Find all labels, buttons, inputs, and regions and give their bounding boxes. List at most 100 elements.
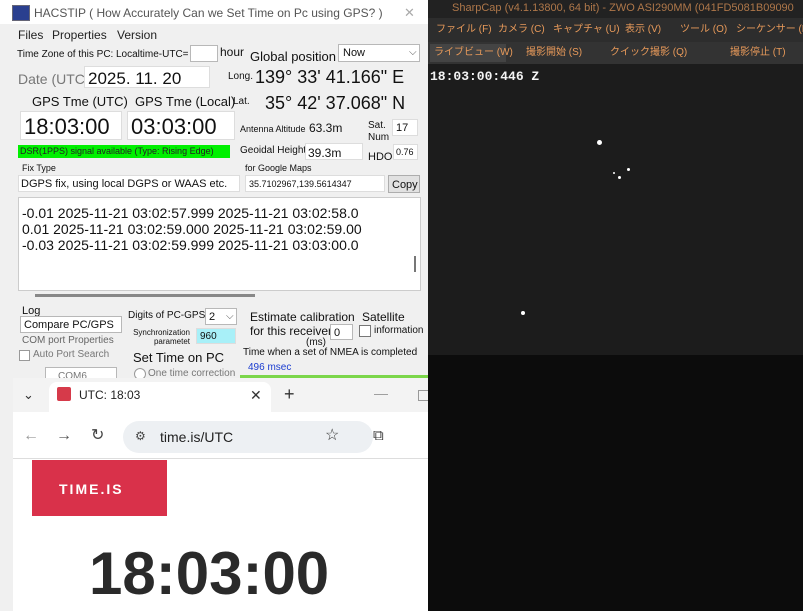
toolbar-button[interactable]: ライブビュー (W)	[434, 48, 513, 58]
maximize[interactable]	[418, 390, 428, 401]
browser-window: ⌄ UTC: 18:03 ✕ + — ← → ↻ ⚙ time.is/UTC ☆…	[13, 378, 428, 611]
label: Sat. Num	[368, 120, 390, 143]
label: Time when a set of NMEA is completed	[243, 348, 417, 358]
copy-button[interactable]: Copy	[388, 175, 420, 193]
sat-num-field: 17	[392, 119, 418, 136]
forward[interactable]: →	[56, 428, 72, 444]
select-arrow: ⌵	[409, 48, 417, 58]
select-value: 2	[209, 312, 215, 323]
sync-value: 960	[200, 332, 217, 342]
menu-item[interactable]: キャプチャ (U)	[553, 25, 620, 35]
date-field: 2025. 11. 20	[84, 66, 210, 88]
label: for Google Maps	[245, 164, 312, 173]
label: Localtime-UTC=	[116, 50, 189, 60]
menu-item[interactable]: シーケンサー (E)	[736, 25, 803, 35]
label: Lat.	[233, 97, 250, 107]
select-arrow: ⌵	[226, 312, 234, 322]
geoidal-field: 39.3m	[305, 143, 363, 160]
scroll-thumb[interactable]	[414, 256, 416, 272]
latitude: 35° 42' 37.068" N	[265, 94, 405, 112]
scrollbar[interactable]	[411, 198, 421, 290]
url[interactable]: time.is/UTC	[160, 430, 233, 444]
sat-num: 17	[396, 123, 408, 134]
button-label: Copy	[392, 180, 418, 191]
label: Synchronization parametet	[128, 329, 190, 347]
select-value: Compare PC/GPS	[24, 320, 114, 331]
menu-item[interactable]: ファイル (F)	[436, 25, 492, 35]
tab-title: UTC: 18:03	[79, 389, 140, 401]
label: Fix Type	[22, 164, 56, 173]
toolbar-button[interactable]: クイック撮影 (Q)	[610, 48, 687, 58]
favicon	[57, 387, 71, 401]
local-time: 03:03:00	[131, 116, 217, 138]
label: for this receiver	[250, 325, 332, 337]
label: hour	[220, 46, 244, 58]
hacstip-window: HACSTIP ( How Accurately Can we Set Time…	[0, 0, 428, 380]
label: information	[374, 326, 423, 336]
screen: HACSTIP ( How Accurately Can we Set Time…	[0, 0, 803, 611]
label: Set Time on PC	[133, 351, 224, 364]
utc-offset-input[interactable]	[190, 45, 218, 62]
select-value: Now	[343, 48, 365, 59]
antenna-altitude: 63.3m	[309, 122, 342, 134]
sharpcap-window: SharpCap (v4.1.13800, 64 bit) - ZWO ASI2…	[428, 0, 803, 611]
menu-item[interactable]: 表示 (V)	[625, 25, 661, 35]
label: COM port Properties	[22, 336, 114, 346]
star	[618, 176, 621, 179]
tab-close[interactable]: ✕	[250, 388, 262, 402]
toolbar-button[interactable]: 撮影停止 (T)	[730, 48, 786, 58]
label: Antenna Altitude	[240, 125, 306, 134]
logo-text: TIME.IS	[59, 482, 124, 496]
label: GPS Tme (UTC)	[32, 95, 128, 108]
label: Long.	[228, 72, 253, 82]
star	[597, 140, 602, 145]
maps-field: 35.7102967,139.5614347	[245, 175, 385, 192]
label: Digits of PC-GPS	[128, 311, 205, 321]
toolbar-button[interactable]: 撮影開始 (S)	[526, 48, 582, 58]
label: GPS Tme (Local)	[135, 95, 235, 108]
extensions[interactable]: ⧉	[373, 428, 384, 443]
label: Estimate calibration	[250, 311, 355, 323]
hdop: 0.76	[396, 148, 414, 157]
divider	[13, 458, 428, 459]
utc-time: 18:03:00	[24, 116, 110, 138]
menu-item[interactable]: Version	[117, 29, 157, 41]
utc-time-field: 18:03:00	[20, 111, 122, 140]
geoidal-height: 39.3m	[308, 147, 341, 159]
label: Auto Port Search	[33, 350, 109, 360]
fix-type: DGPS fix, using local DGPS or WAAS etc.	[21, 179, 227, 190]
log-line: -0.03 2025-11-21 03:02:59.999 2025-11-21…	[22, 238, 359, 252]
signal-status: DSR(1PPS) signal available (Type: Rising…	[20, 147, 214, 156]
menu-item[interactable]: Properties	[52, 29, 107, 41]
longitude: 139° 33' 41.166" E	[255, 68, 404, 86]
bookmark[interactable]: ☆	[325, 428, 339, 444]
label: Satellite	[362, 311, 405, 323]
menu-item[interactable]: ツール (O)	[680, 25, 727, 35]
timestamp-overlay: 18:03:00:446 Z	[430, 70, 539, 83]
checkbox[interactable]	[19, 350, 30, 361]
position-select[interactable]: Now ⌵	[338, 44, 420, 62]
menu-item[interactable]: カメラ (C)	[498, 25, 545, 35]
new-tab[interactable]: +	[284, 385, 295, 403]
log-select[interactable]: Compare PC/GPS	[20, 316, 122, 333]
checkbox[interactable]	[359, 325, 371, 337]
reload[interactable]: ↻	[91, 428, 104, 444]
minimize[interactable]: —	[374, 386, 388, 400]
log-textarea[interactable]: -0.01 2025-11-21 03:02:57.999 2025-11-21…	[18, 197, 421, 291]
calibration-input[interactable]: 0	[330, 324, 353, 340]
h-scroll-thumb[interactable]	[35, 294, 255, 297]
menu-item[interactable]: Files	[18, 29, 43, 41]
digits-select[interactable]: 2 ⌵	[205, 308, 237, 325]
tab-menu[interactable]: ⌄	[23, 388, 34, 401]
close-button[interactable]: ✕	[404, 6, 415, 19]
sync-field[interactable]: 960	[196, 328, 236, 344]
window-title: SharpCap (v4.1.13800, 64 bit) - ZWO ASI2…	[452, 3, 794, 14]
label: Global position	[250, 50, 336, 63]
fix-type-field: DGPS fix, using local DGPS or WAAS etc.	[18, 175, 240, 192]
local-time-field: 03:03:00	[127, 111, 235, 140]
site-info[interactable]: ⚙	[135, 430, 146, 442]
app-icon	[12, 5, 30, 21]
label: Geoidal Height	[240, 146, 306, 156]
back[interactable]: ←	[23, 428, 39, 444]
nmea-time: 496 msec	[248, 363, 291, 373]
